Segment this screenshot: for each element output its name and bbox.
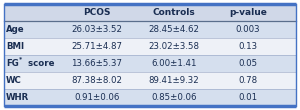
Text: WC: WC bbox=[6, 76, 22, 85]
Text: 0.85±0.06: 0.85±0.06 bbox=[152, 93, 197, 102]
Text: FG: FG bbox=[6, 59, 19, 68]
Bar bbox=[4, 4, 296, 21]
Text: 25.71±4.87: 25.71±4.87 bbox=[71, 42, 122, 51]
Text: 28.45±4.62: 28.45±4.62 bbox=[149, 25, 200, 34]
Text: PCOS: PCOS bbox=[83, 8, 110, 17]
Bar bbox=[4, 38, 296, 55]
Text: WHR: WHR bbox=[6, 93, 29, 102]
Text: *: * bbox=[20, 56, 22, 61]
Text: 0.01: 0.01 bbox=[238, 93, 258, 102]
Text: 13.66±5.37: 13.66±5.37 bbox=[71, 59, 122, 68]
Text: BMI: BMI bbox=[6, 42, 24, 51]
Text: Controls: Controls bbox=[153, 8, 196, 17]
Text: score: score bbox=[25, 59, 54, 68]
Text: Age: Age bbox=[6, 25, 25, 34]
Text: 0.78: 0.78 bbox=[238, 76, 258, 85]
Bar bbox=[4, 72, 296, 89]
Text: 26.03±3.52: 26.03±3.52 bbox=[71, 25, 122, 34]
Bar bbox=[4, 21, 296, 38]
Text: 0.13: 0.13 bbox=[238, 42, 258, 51]
Text: 87.38±8.02: 87.38±8.02 bbox=[71, 76, 122, 85]
Text: 0.003: 0.003 bbox=[236, 25, 260, 34]
Text: 23.02±3.58: 23.02±3.58 bbox=[149, 42, 200, 51]
Text: p-value: p-value bbox=[229, 8, 267, 17]
Text: 0.91±0.06: 0.91±0.06 bbox=[74, 93, 119, 102]
Text: 0.05: 0.05 bbox=[238, 59, 258, 68]
Bar bbox=[4, 89, 296, 106]
Text: 6.00±1.41: 6.00±1.41 bbox=[152, 59, 197, 68]
Bar bbox=[4, 55, 296, 72]
Text: 89.41±9.32: 89.41±9.32 bbox=[149, 76, 200, 85]
